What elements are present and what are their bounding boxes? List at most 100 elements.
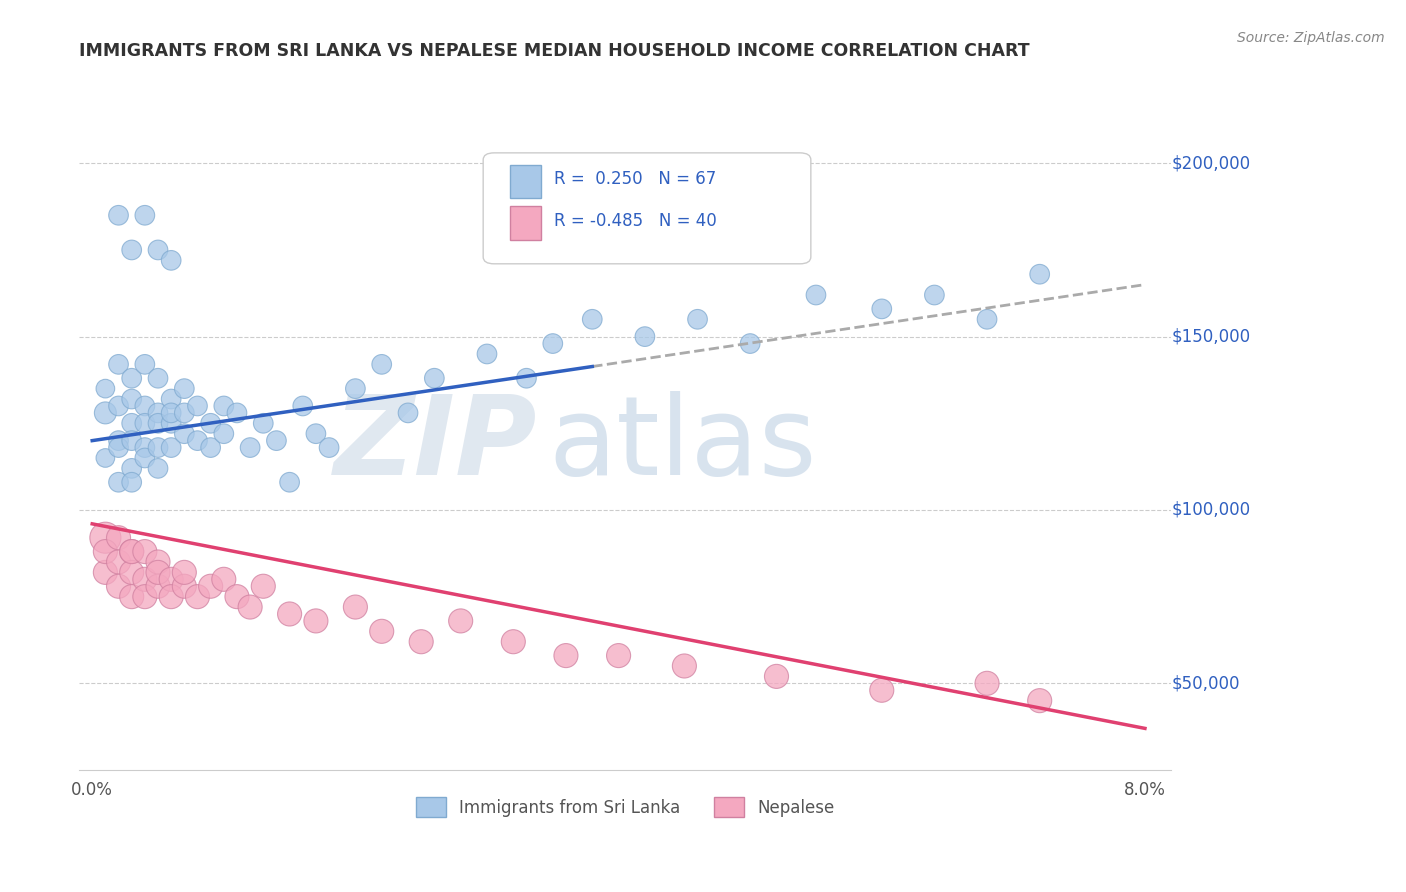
Point bbox=[134, 417, 156, 431]
Point bbox=[252, 417, 274, 431]
Point bbox=[160, 417, 183, 431]
Point bbox=[1028, 267, 1050, 281]
Text: $150,000: $150,000 bbox=[1171, 327, 1250, 345]
Point bbox=[121, 434, 143, 448]
Point bbox=[278, 607, 301, 621]
Point bbox=[200, 579, 222, 593]
Point bbox=[160, 441, 183, 455]
Point bbox=[107, 441, 129, 455]
Point bbox=[121, 392, 143, 406]
Text: ZIP: ZIP bbox=[335, 391, 537, 498]
Point bbox=[134, 399, 156, 413]
Point bbox=[239, 600, 262, 615]
Point bbox=[370, 624, 392, 639]
Point bbox=[411, 634, 433, 648]
Point bbox=[278, 475, 301, 490]
Point bbox=[121, 461, 143, 475]
Point bbox=[160, 253, 183, 268]
Point bbox=[107, 475, 129, 490]
Point bbox=[502, 634, 524, 648]
Point bbox=[212, 572, 235, 586]
Text: IMMIGRANTS FROM SRI LANKA VS NEPALESE MEDIAN HOUSEHOLD INCOME CORRELATION CHART: IMMIGRANTS FROM SRI LANKA VS NEPALESE ME… bbox=[79, 42, 1029, 60]
Point bbox=[804, 288, 827, 302]
Point bbox=[160, 572, 183, 586]
Point bbox=[173, 382, 195, 396]
FancyBboxPatch shape bbox=[510, 206, 541, 240]
Legend: Immigrants from Sri Lanka, Nepalese: Immigrants from Sri Lanka, Nepalese bbox=[409, 790, 841, 824]
Point bbox=[555, 648, 578, 663]
Point bbox=[134, 450, 156, 465]
Point bbox=[291, 399, 314, 413]
Point bbox=[541, 336, 564, 351]
Point bbox=[305, 614, 328, 628]
Point bbox=[186, 590, 208, 604]
Point bbox=[94, 450, 117, 465]
Point bbox=[318, 441, 340, 455]
Point bbox=[94, 566, 117, 580]
Point bbox=[870, 683, 893, 698]
Point bbox=[107, 208, 129, 222]
Point bbox=[146, 406, 169, 420]
Point bbox=[121, 475, 143, 490]
Text: R =  0.250   N = 67: R = 0.250 N = 67 bbox=[554, 170, 717, 188]
Point bbox=[673, 659, 696, 673]
Point bbox=[134, 208, 156, 222]
Point bbox=[212, 426, 235, 441]
Point bbox=[146, 371, 169, 385]
Point bbox=[607, 648, 630, 663]
Point bbox=[160, 590, 183, 604]
Point bbox=[634, 329, 657, 343]
Point bbox=[173, 426, 195, 441]
Point bbox=[305, 426, 328, 441]
Point bbox=[146, 461, 169, 475]
Text: $50,000: $50,000 bbox=[1171, 674, 1240, 692]
Point bbox=[515, 371, 537, 385]
Point bbox=[173, 406, 195, 420]
Point bbox=[107, 357, 129, 371]
Point bbox=[581, 312, 603, 326]
Point bbox=[160, 406, 183, 420]
Text: atlas: atlas bbox=[548, 391, 817, 498]
Point bbox=[226, 590, 249, 604]
Point bbox=[226, 406, 249, 420]
Point bbox=[475, 347, 498, 361]
Text: Source: ZipAtlas.com: Source: ZipAtlas.com bbox=[1237, 31, 1385, 45]
Point bbox=[924, 288, 946, 302]
Point bbox=[107, 555, 129, 569]
Point bbox=[134, 590, 156, 604]
Point bbox=[146, 566, 169, 580]
Point bbox=[212, 399, 235, 413]
Point bbox=[870, 301, 893, 316]
Point bbox=[173, 566, 195, 580]
Point bbox=[146, 417, 169, 431]
Point bbox=[266, 434, 288, 448]
Point bbox=[370, 357, 392, 371]
Point bbox=[160, 392, 183, 406]
Point bbox=[200, 417, 222, 431]
Point bbox=[239, 441, 262, 455]
Point bbox=[173, 579, 195, 593]
Point bbox=[344, 600, 367, 615]
Point bbox=[134, 357, 156, 371]
Point bbox=[121, 566, 143, 580]
Point bbox=[94, 531, 117, 545]
Point bbox=[450, 614, 472, 628]
Point bbox=[146, 243, 169, 257]
Point bbox=[976, 312, 998, 326]
Point bbox=[740, 336, 762, 351]
Point bbox=[94, 382, 117, 396]
Point bbox=[146, 555, 169, 569]
Point bbox=[423, 371, 446, 385]
Point bbox=[146, 579, 169, 593]
Point bbox=[186, 434, 208, 448]
Point bbox=[121, 243, 143, 257]
Point bbox=[146, 441, 169, 455]
Point bbox=[686, 312, 709, 326]
Point bbox=[252, 579, 274, 593]
Point bbox=[94, 544, 117, 558]
Point bbox=[121, 417, 143, 431]
Point bbox=[134, 544, 156, 558]
FancyBboxPatch shape bbox=[484, 153, 811, 264]
Point bbox=[121, 590, 143, 604]
Point bbox=[134, 572, 156, 586]
